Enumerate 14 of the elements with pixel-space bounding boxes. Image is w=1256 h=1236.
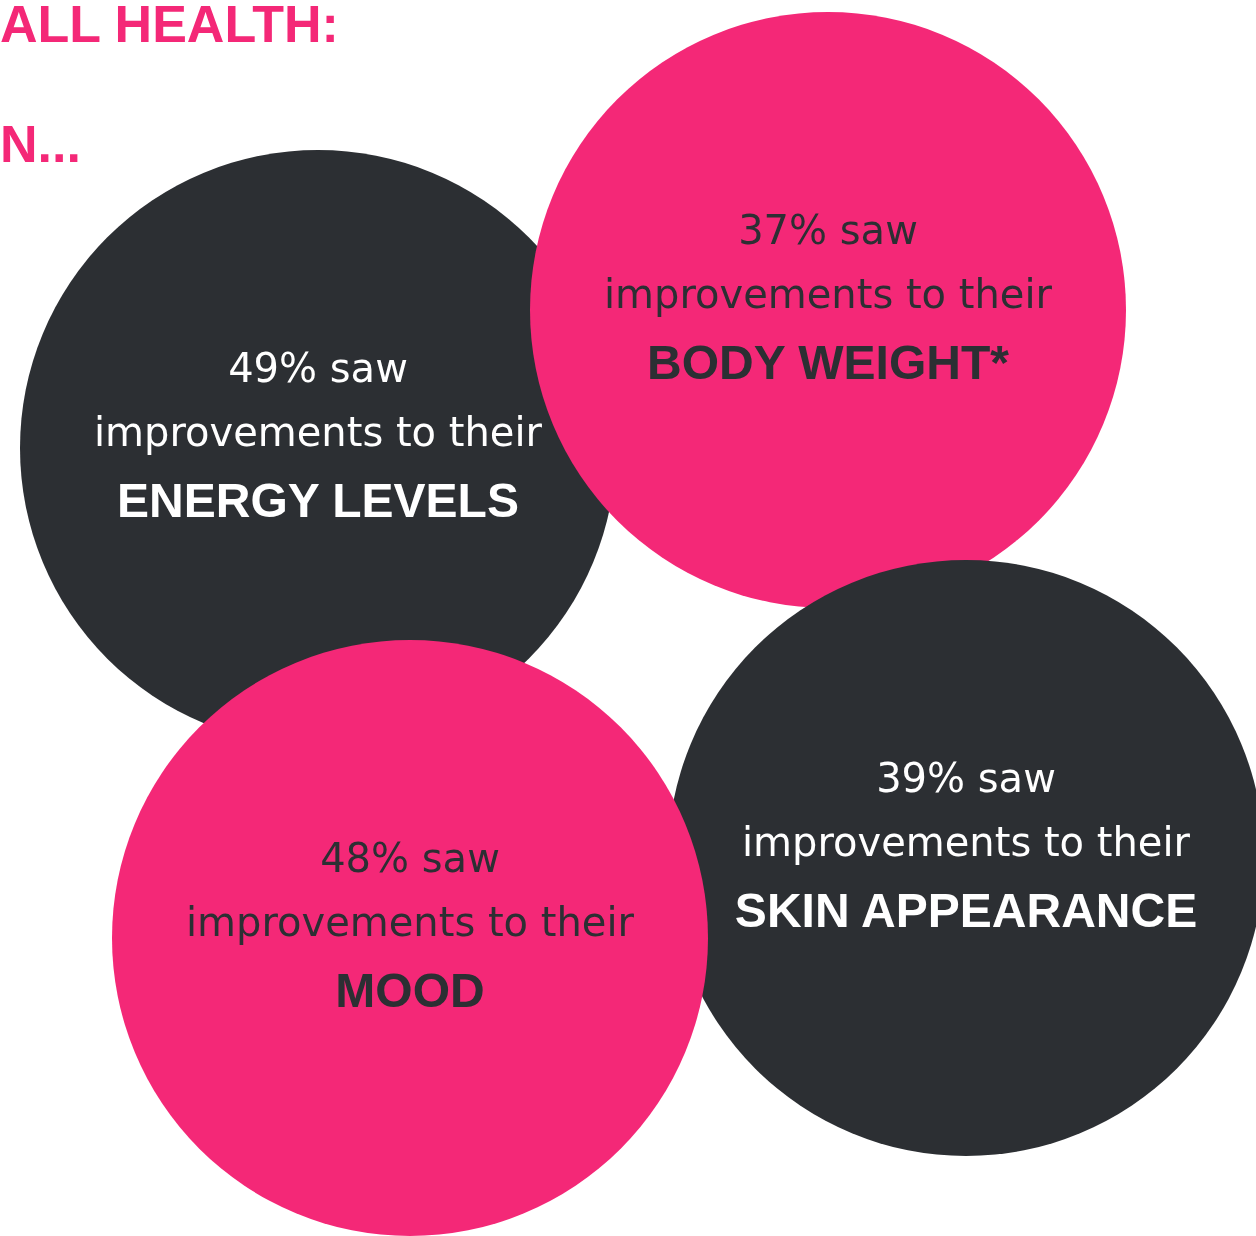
category-label: SKIN APPEARANCE	[734, 884, 1198, 938]
text: N...	[0, 115, 81, 174]
text: improvements to their	[93, 409, 543, 456]
data-label: 37% saw	[738, 207, 918, 254]
data-label: 48% saw	[320, 835, 500, 882]
data-label: 49% saw	[228, 345, 408, 392]
category-label: BODY WEIGHT*	[647, 336, 1010, 390]
text: improvements to their	[603, 271, 1053, 318]
text: improvements to their	[741, 819, 1191, 866]
category-label: MOOD	[335, 964, 485, 1018]
category-label: ENERGY LEVELS	[117, 474, 519, 528]
text: ALL HEALTH:	[0, 0, 339, 54]
data-label: 39% saw	[876, 755, 1056, 802]
text: improvements to their	[185, 899, 635, 946]
